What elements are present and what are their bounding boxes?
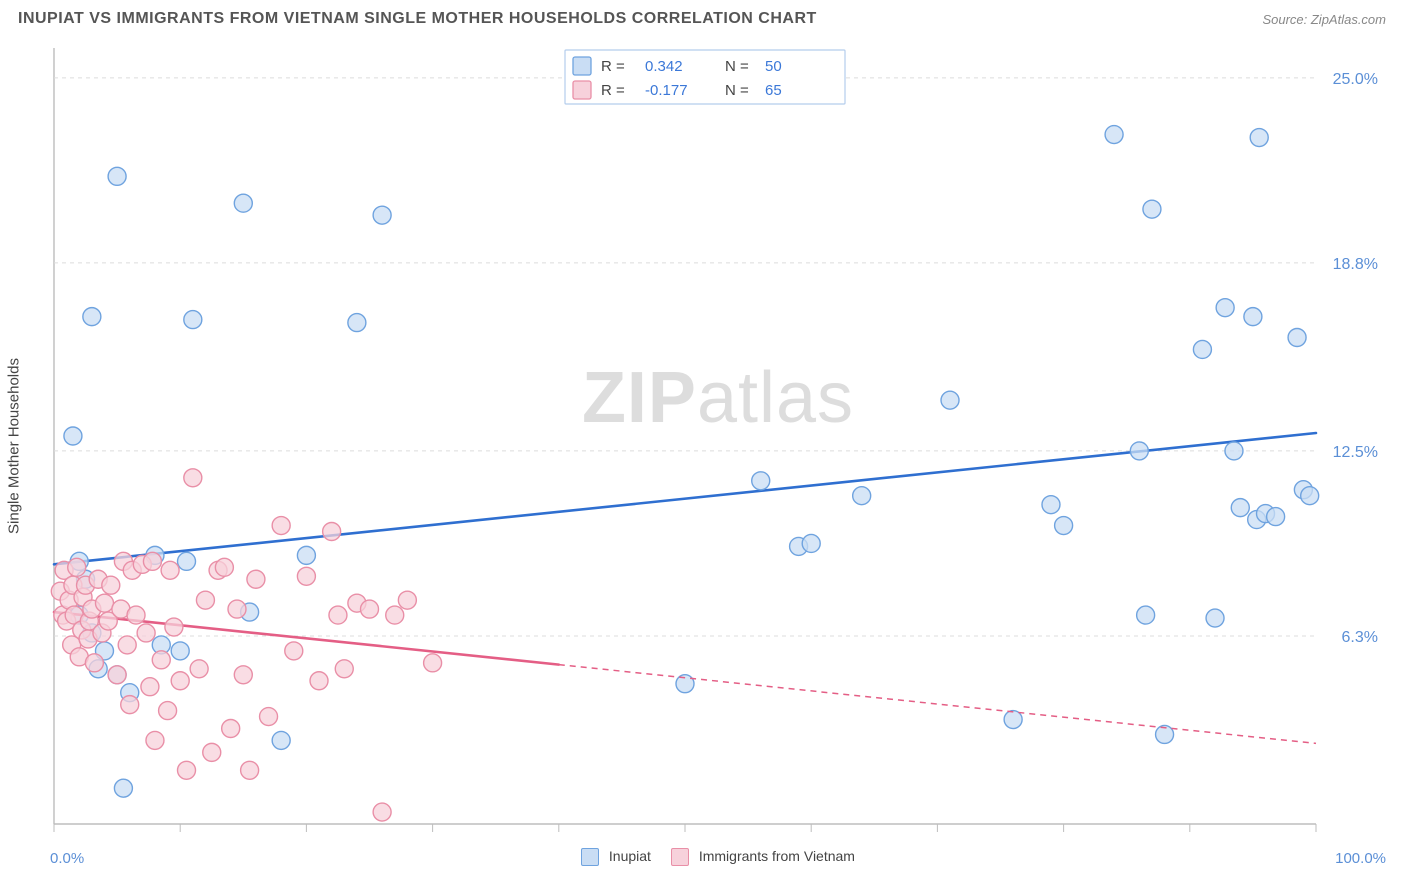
scatter-chart-svg: 6.3%12.5%18.8%25.0%ZIPatlasR = 0.342N = … (50, 46, 1386, 846)
svg-text:0.342: 0.342 (645, 58, 683, 75)
source-attribution: Source: ZipAtlas.com (1262, 12, 1386, 27)
svg-text:R =: R = (601, 58, 625, 75)
legend-swatch-inupiat (581, 848, 599, 866)
legend-label-vietnam: Immigrants from Vietnam (699, 848, 855, 864)
svg-text:N =: N = (725, 82, 749, 99)
svg-text:12.5%: 12.5% (1333, 444, 1378, 461)
svg-text:65: 65 (765, 82, 782, 99)
legend-swatch-vietnam (671, 848, 689, 866)
x-axis-max-label: 100.0% (1335, 850, 1386, 867)
series-inupiat (54, 126, 1319, 798)
legend-item-inupiat: Inupiat (581, 848, 651, 866)
source-name: ZipAtlas.com (1311, 12, 1386, 27)
legend-item-vietnam: Immigrants from Vietnam (671, 848, 855, 866)
svg-text:25.0%: 25.0% (1333, 71, 1378, 88)
source-label: Source: (1262, 12, 1310, 27)
series-vietnam (51, 469, 1316, 821)
svg-text:18.8%: 18.8% (1333, 256, 1378, 273)
svg-text:6.3%: 6.3% (1342, 629, 1378, 646)
svg-text:50: 50 (765, 58, 782, 75)
legend-label-inupiat: Inupiat (609, 848, 651, 864)
svg-text:R =: R = (601, 82, 625, 99)
y-axis-label: Single Mother Households (6, 358, 23, 534)
chart-title: INUPIAT VS IMMIGRANTS FROM VIETNAM SINGL… (18, 10, 817, 27)
svg-text:ZIPatlas: ZIPatlas (582, 358, 854, 438)
svg-text:N =: N = (725, 58, 749, 75)
chart-area: Single Mother Households 6.3%12.5%18.8%2… (50, 46, 1386, 846)
x-axis-min-label: 0.0% (50, 850, 84, 867)
bottom-legend: Inupiat Immigrants from Vietnam (50, 848, 1386, 866)
svg-text:-0.177: -0.177 (645, 82, 688, 99)
